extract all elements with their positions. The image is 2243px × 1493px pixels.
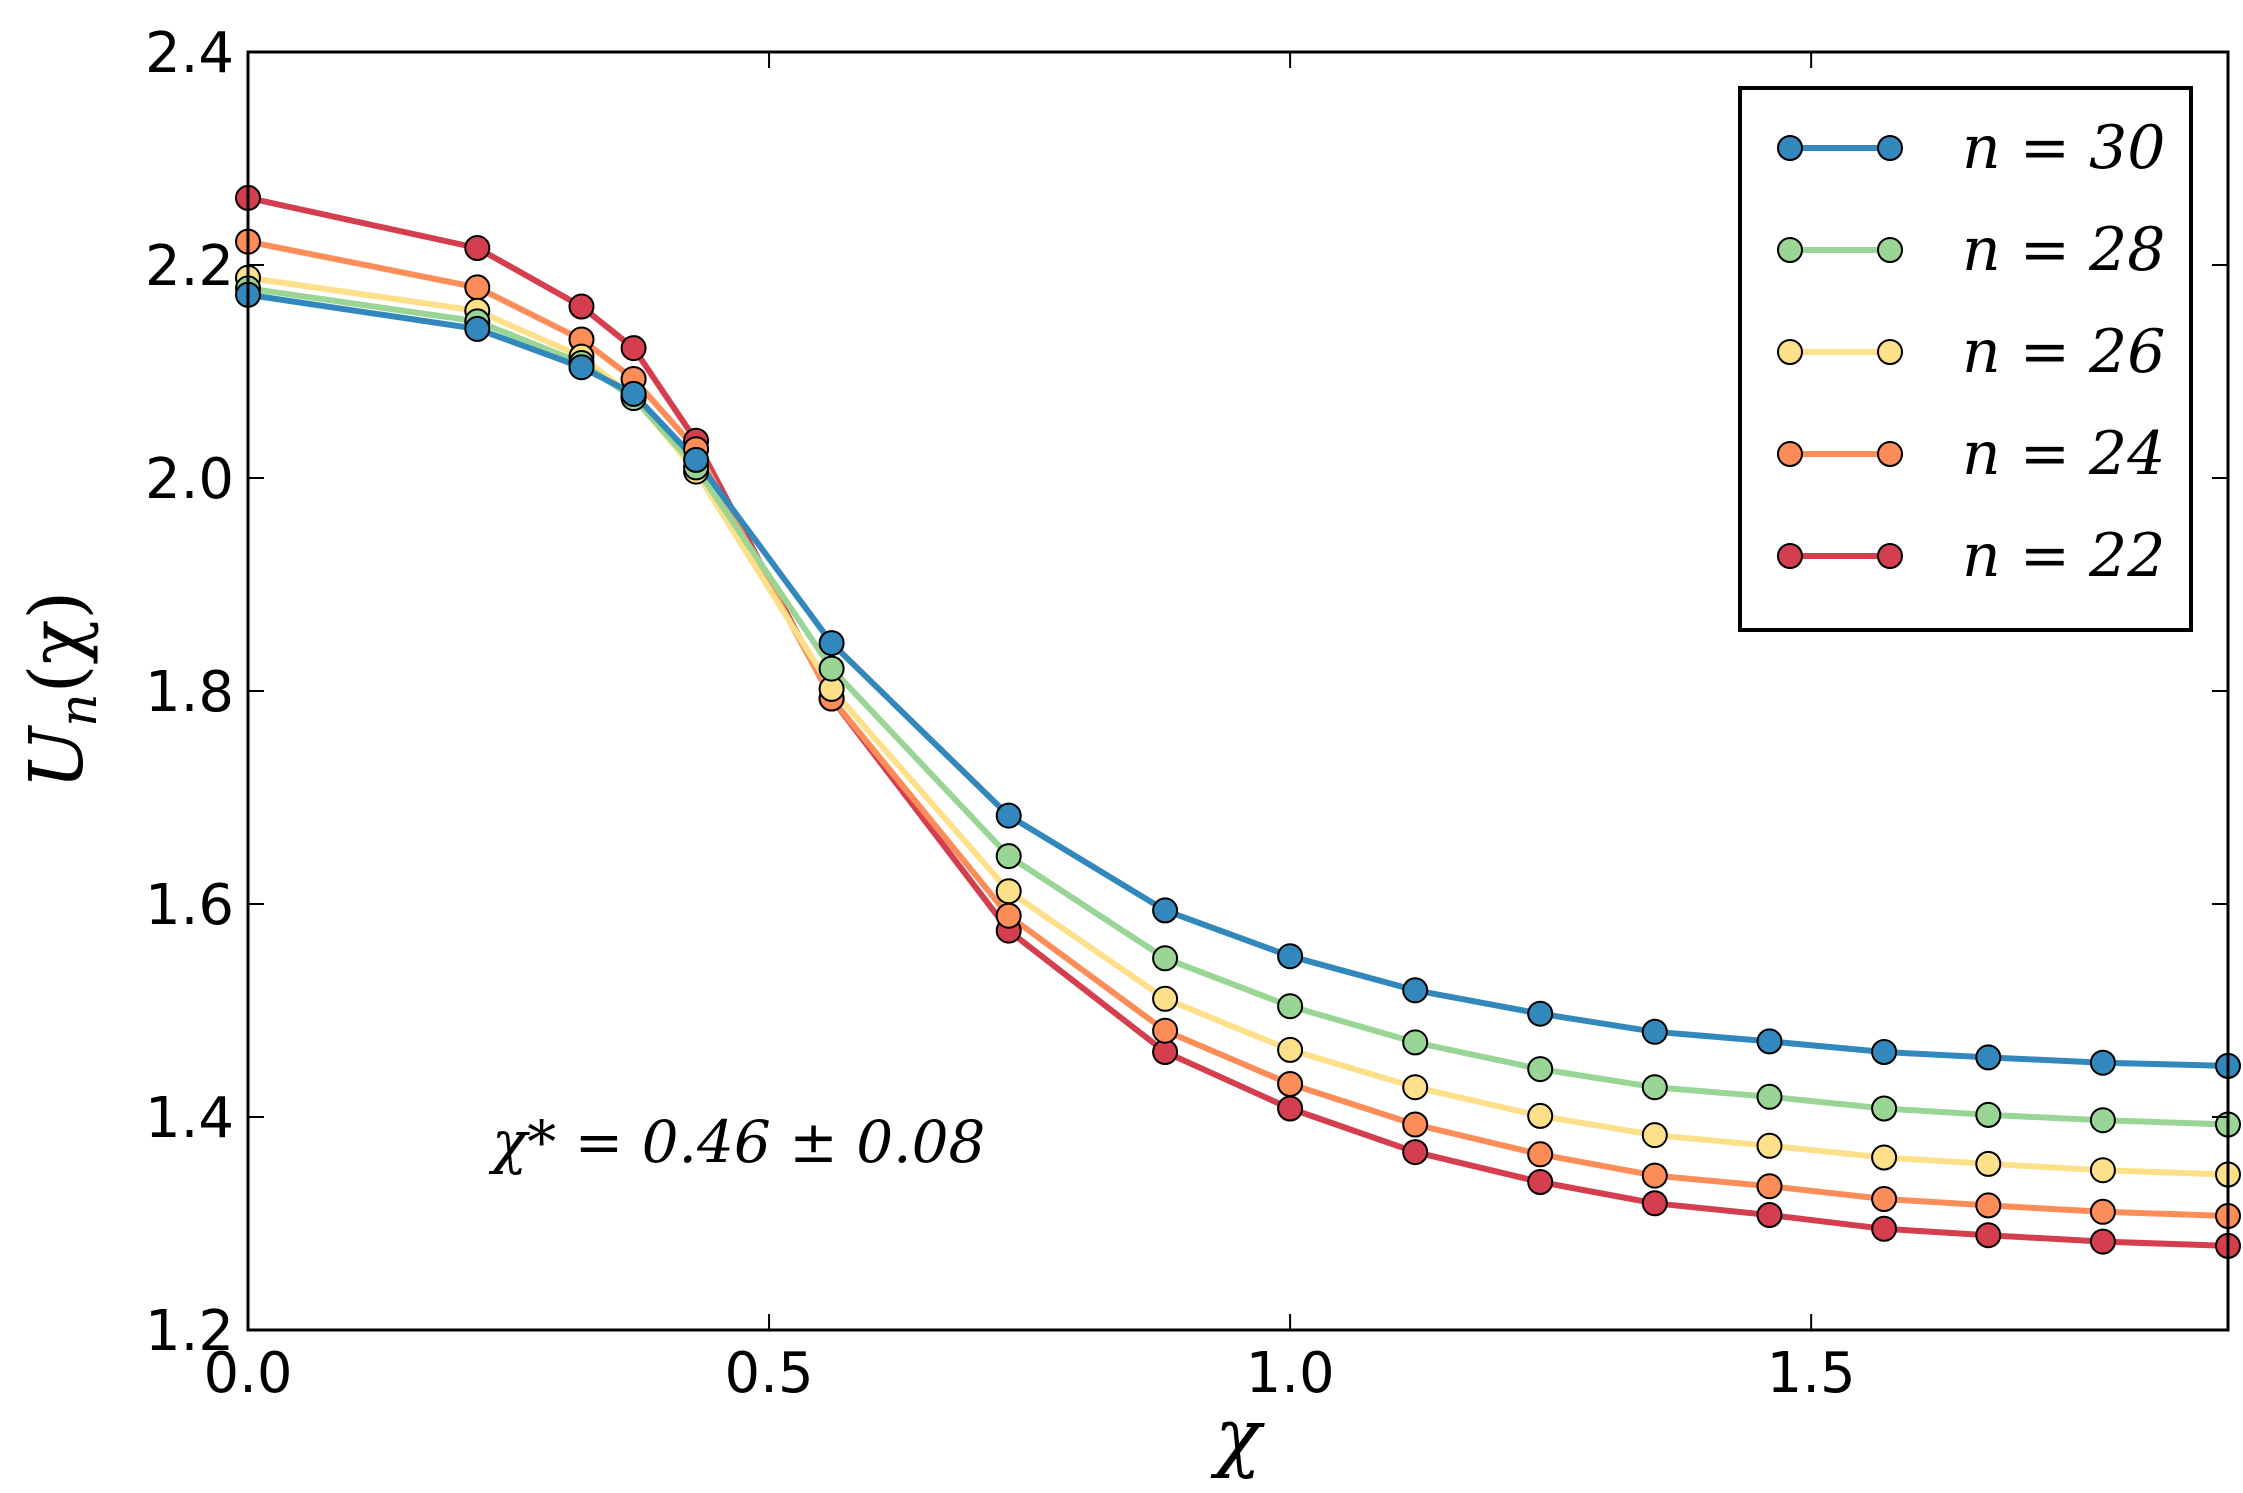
data-point-n30 [1871,1039,1898,1065]
data-point-n28 [1975,1101,2002,1128]
data-point-n24 [1277,1071,1304,1097]
data-point-n30 [1277,943,1304,970]
legend-label-n30: n = 30 [1962,113,2165,183]
y-tick-label: 2.4 [145,21,234,86]
data-point-n28 [1527,1056,1554,1083]
data-point-n26 [2089,1157,2116,1184]
data-point-n30 [1975,1044,2002,1071]
legend-label-n24: n = 24 [1962,419,2165,489]
legend: n = 30 n = 28 n = 26 n = 24 n = 22 [1738,86,2193,632]
svg-text:Un(χ): Un(χ) [14,591,109,789]
data-point-n30 [818,630,845,657]
data-point-n22 [464,235,491,261]
y-tick-label: 2.0 [145,447,234,512]
x-tick-label: 0.0 [203,1341,292,1406]
critical-point-annotation: χ* = 0.46 ± 0.08 [488,1108,985,1176]
data-point-n24 [1402,1111,1429,1138]
data-point-n30 [620,380,647,407]
data-point-n24 [995,902,1022,929]
legend-marker-n26 [1877,339,1903,365]
legend-label-n26: n = 26 [1962,317,2165,387]
data-point-n22 [1975,1222,2002,1249]
legend-marker-n28 [1777,237,1803,263]
data-point-n24 [1871,1186,1898,1212]
data-point-n24 [1152,1017,1179,1044]
data-point-n26 [1871,1144,1898,1171]
data-point-n22 [1527,1169,1554,1195]
legend-label-n28: n = 28 [1962,215,2165,285]
data-point-n26 [1277,1036,1304,1063]
data-point-n26 [995,878,1022,905]
data-point-n28 [995,843,1022,870]
data-point-n22 [2089,1228,2116,1255]
data-point-n24 [1527,1141,1554,1168]
data-point-n26 [1402,1074,1429,1101]
data-point-n24 [1756,1173,1783,1200]
data-point-n24 [464,274,491,301]
legend-marker-n30 [1777,135,1803,161]
data-point-n28 [1402,1029,1429,1056]
data-point-n30 [464,315,491,342]
data-point-n28 [1277,993,1304,1020]
data-point-n30 [1402,977,1429,1004]
legend-marker-n26 [1777,339,1803,365]
data-point-n22 [1641,1190,1668,1217]
data-point-n22 [568,293,595,320]
data-point-n26 [1975,1150,2002,1177]
legend-frame [1738,86,2193,632]
data-point-n30 [995,802,1022,829]
data-point-n28 [1152,945,1179,972]
data-point-n24 [1975,1192,2002,1219]
data-point-n30 [683,446,710,473]
legend-marker-n28 [1877,237,1903,263]
data-point-n26 [1527,1102,1554,1129]
legend-marker-n24 [1877,441,1903,467]
data-point-n26 [1641,1122,1668,1149]
y-tick-label: 1.6 [145,873,234,938]
data-point-n26 [1152,985,1179,1012]
y-tick-label: 1.2 [145,1299,234,1364]
data-point-n24 [2089,1198,2116,1225]
data-point-n24 [1641,1162,1668,1189]
legend-marker-n30 [1877,135,1903,161]
data-point-n22 [1402,1139,1429,1166]
legend-marker-n22 [1877,543,1903,569]
data-point-n22 [1871,1215,1898,1242]
x-axis-label: χ [1210,1391,1265,1480]
data-point-n30 [1641,1018,1668,1045]
data-point-n22 [620,335,647,362]
data-point-n30 [2089,1049,2116,1076]
data-point-n28 [1756,1083,1783,1110]
data-point-n28 [818,655,845,682]
data-point-n26 [1756,1132,1783,1159]
data-point-n30 [1756,1028,1783,1055]
y-tick-label: 1.8 [145,660,234,725]
legend-label-n22: n = 22 [1962,521,2165,591]
data-point-n30 [1527,1000,1554,1027]
y-tick-label: 1.4 [145,1086,234,1151]
legend-marker-n24 [1777,441,1803,467]
data-point-n30 [568,354,595,381]
x-tick-label: 1.0 [1246,1341,1335,1406]
data-point-n28 [1641,1074,1668,1101]
data-point-n28 [2089,1107,2116,1134]
legend-marker-n22 [1777,543,1803,569]
x-tick-label: 0.5 [725,1341,814,1406]
data-point-n28 [1871,1095,1898,1122]
x-tick-label: 1.5 [1767,1341,1856,1406]
y-axis-label: Un(χ) [14,591,109,789]
data-point-n30 [1152,897,1179,924]
data-point-n22 [1756,1202,1783,1228]
data-point-n22 [1277,1095,1304,1122]
y-tick-label: 2.2 [145,234,234,299]
